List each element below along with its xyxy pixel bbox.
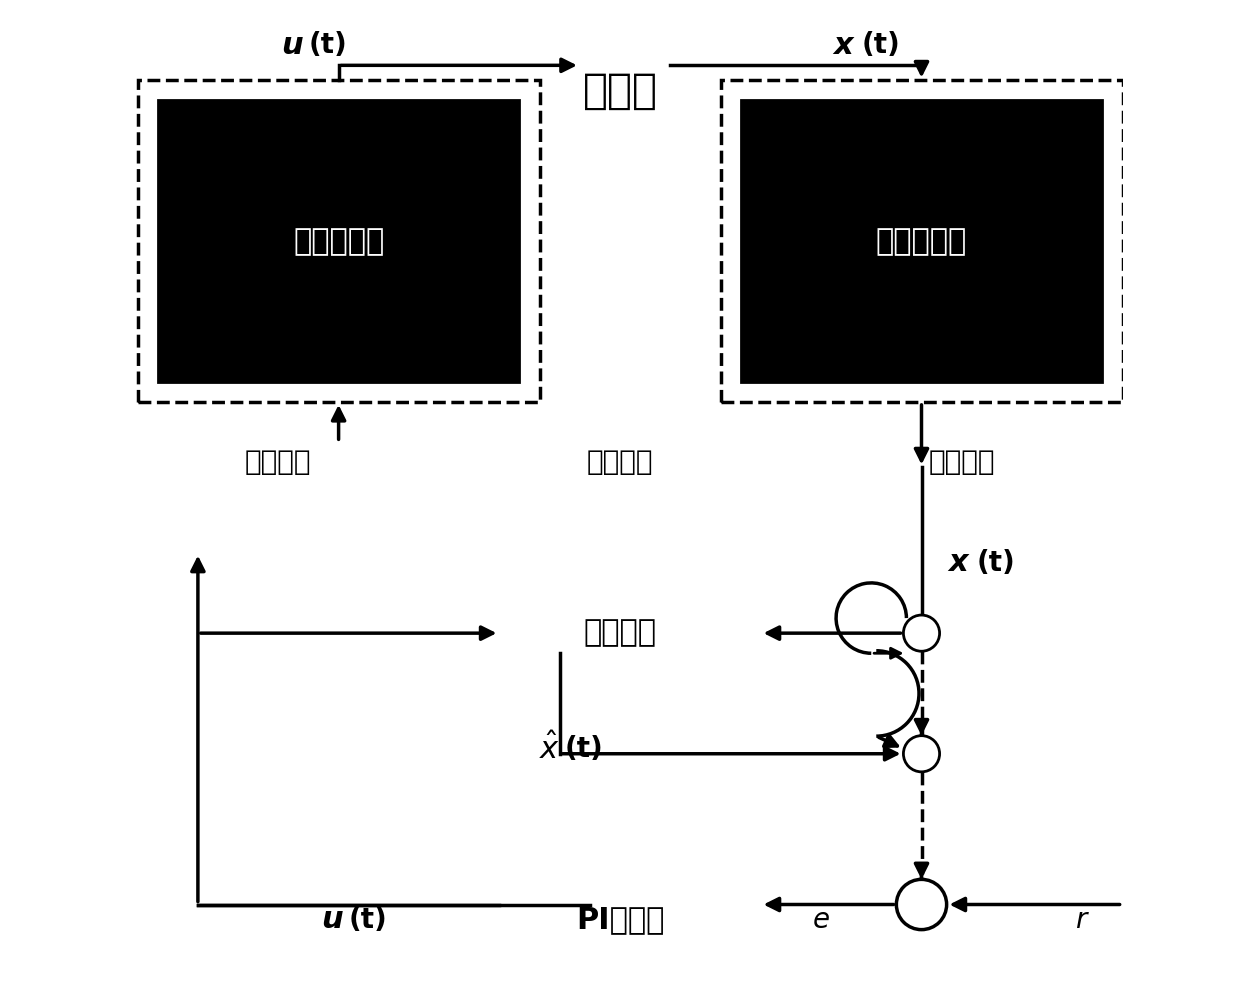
- Text: (t): (t): [348, 906, 387, 934]
- Text: $\boldsymbol{u}$: $\boldsymbol{u}$: [321, 906, 343, 934]
- Text: (t): (t): [564, 735, 604, 763]
- Text: $\boldsymbol{x}$: $\boldsymbol{x}$: [832, 31, 856, 59]
- Circle shape: [904, 615, 940, 651]
- Text: $r$: $r$: [1075, 906, 1090, 934]
- Circle shape: [897, 879, 946, 930]
- FancyBboxPatch shape: [720, 80, 1122, 402]
- Text: 状态预测: 状态预测: [584, 619, 656, 647]
- Text: 转速传感器: 转速传感器: [875, 227, 967, 255]
- FancyBboxPatch shape: [157, 100, 520, 382]
- Text: PI控制器: PI控制器: [575, 906, 665, 934]
- Text: $e$: $e$: [812, 906, 830, 934]
- Text: 网络丢包: 网络丢包: [929, 448, 994, 476]
- Text: 通信总线: 通信总线: [587, 448, 653, 476]
- Text: $\boldsymbol{u}$: $\boldsymbol{u}$: [280, 31, 304, 59]
- Text: $\hat{x}$: $\hat{x}$: [538, 733, 559, 765]
- FancyBboxPatch shape: [138, 80, 539, 402]
- Text: 网络丢包: 网络丢包: [246, 448, 311, 476]
- Text: 燃油发生器: 燃油发生器: [293, 227, 384, 255]
- Text: (t): (t): [862, 31, 900, 59]
- Circle shape: [904, 736, 940, 772]
- Text: (t): (t): [977, 549, 1016, 577]
- Text: $-$: $-$: [909, 890, 925, 909]
- Text: 发动机: 发动机: [583, 69, 657, 112]
- FancyBboxPatch shape: [740, 100, 1102, 382]
- Text: $\boldsymbol{x}$: $\boldsymbol{x}$: [946, 549, 971, 577]
- Text: (t): (t): [309, 31, 347, 59]
